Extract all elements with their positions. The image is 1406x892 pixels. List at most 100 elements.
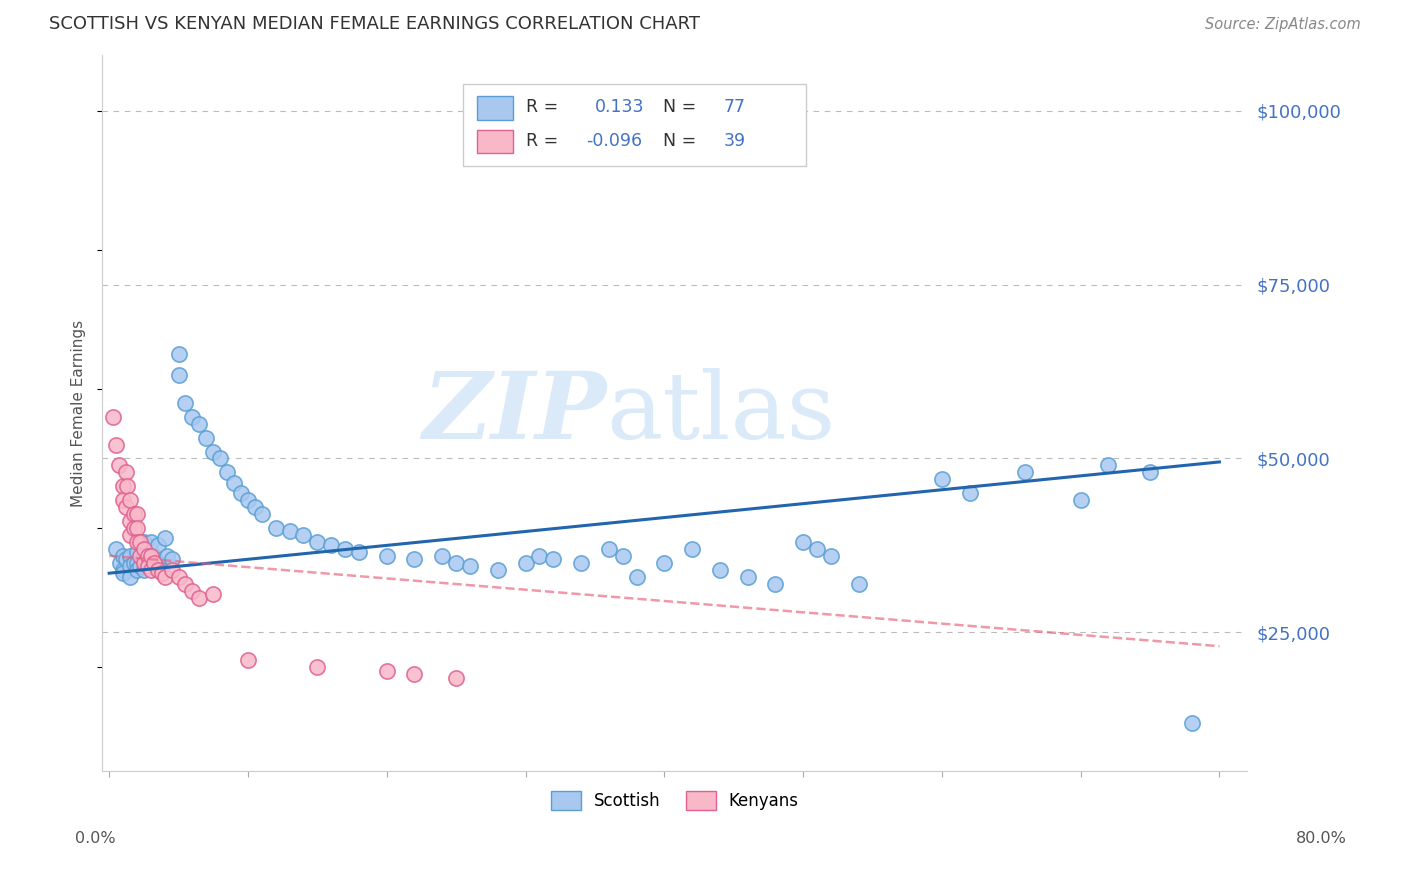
- Legend: Scottish, Kenyans: Scottish, Kenyans: [544, 784, 806, 817]
- Point: [108, 458, 131, 473]
- Point: [569, 556, 592, 570]
- Point: [112, 566, 135, 581]
- Text: N =: N =: [664, 98, 696, 117]
- Point: [404, 552, 426, 566]
- Point: [125, 545, 148, 559]
- Point: [444, 556, 467, 570]
- Point: [167, 569, 190, 583]
- Point: [321, 538, 343, 552]
- Point: [763, 576, 786, 591]
- Point: [142, 549, 165, 563]
- Text: Source: ZipAtlas.com: Source: ZipAtlas.com: [1205, 18, 1361, 32]
- Point: [125, 535, 148, 549]
- Point: [103, 409, 125, 424]
- Point: [229, 486, 252, 500]
- Point: [115, 479, 138, 493]
- Point: [307, 535, 329, 549]
- Point: [709, 563, 731, 577]
- Point: [188, 417, 211, 431]
- Point: [1097, 458, 1119, 473]
- Point: [444, 671, 467, 685]
- Point: [202, 587, 225, 601]
- Point: [118, 569, 141, 583]
- Point: [112, 549, 135, 563]
- Point: [209, 451, 232, 466]
- Point: [820, 549, 842, 563]
- Point: [118, 549, 141, 563]
- Point: [153, 532, 176, 546]
- Point: [202, 444, 225, 458]
- Point: [132, 541, 155, 556]
- Point: [333, 541, 356, 556]
- Point: [181, 409, 204, 424]
- Point: [139, 563, 162, 577]
- Point: [167, 347, 190, 361]
- Point: [132, 556, 155, 570]
- Point: [1181, 715, 1204, 730]
- Point: [118, 514, 141, 528]
- Point: [160, 552, 183, 566]
- Point: [136, 549, 159, 563]
- Point: [598, 541, 620, 556]
- Point: [529, 549, 551, 563]
- Point: [156, 549, 179, 563]
- Point: [432, 549, 454, 563]
- Point: [160, 563, 183, 577]
- Point: [105, 541, 128, 556]
- Point: [174, 396, 197, 410]
- Text: 39: 39: [724, 132, 747, 150]
- Point: [118, 528, 141, 542]
- Point: [153, 569, 176, 583]
- Point: [146, 538, 169, 552]
- Point: [278, 524, 301, 539]
- Point: [150, 559, 173, 574]
- Point: [110, 556, 132, 570]
- Text: 80.0%: 80.0%: [1296, 831, 1347, 846]
- Point: [167, 368, 190, 382]
- Text: 77: 77: [724, 98, 747, 117]
- Text: atlas: atlas: [606, 368, 835, 458]
- Point: [543, 552, 565, 566]
- Bar: [477, 129, 513, 153]
- Point: [128, 549, 150, 563]
- Bar: [477, 96, 513, 120]
- Point: [652, 556, 675, 570]
- Point: [132, 563, 155, 577]
- Point: [848, 576, 870, 591]
- Point: [112, 479, 135, 493]
- Point: [458, 559, 481, 574]
- Text: 0.133: 0.133: [595, 98, 644, 117]
- Point: [626, 569, 648, 583]
- Point: [347, 545, 370, 559]
- Point: [139, 535, 162, 549]
- Point: [136, 556, 159, 570]
- Point: [1014, 466, 1036, 480]
- Point: [681, 541, 703, 556]
- Point: [195, 431, 218, 445]
- Point: [114, 466, 136, 480]
- Point: [1139, 466, 1161, 480]
- Point: [114, 500, 136, 515]
- Point: [139, 552, 162, 566]
- Text: R =: R =: [526, 132, 558, 150]
- Text: N =: N =: [664, 132, 696, 150]
- Text: ZIP: ZIP: [422, 368, 606, 458]
- Point: [792, 535, 814, 549]
- Point: [264, 521, 287, 535]
- Point: [188, 591, 211, 605]
- Point: [128, 559, 150, 574]
- Point: [250, 507, 273, 521]
- Point: [292, 528, 315, 542]
- Point: [515, 556, 537, 570]
- Text: SCOTTISH VS KENYAN MEDIAN FEMALE EARNINGS CORRELATION CHART: SCOTTISH VS KENYAN MEDIAN FEMALE EARNING…: [49, 15, 700, 33]
- Point: [1070, 493, 1092, 508]
- Point: [806, 541, 828, 556]
- Point: [132, 549, 155, 563]
- Point: [236, 653, 259, 667]
- Point: [307, 660, 329, 674]
- Point: [125, 507, 148, 521]
- Point: [122, 556, 145, 570]
- Point: [128, 535, 150, 549]
- Point: [174, 576, 197, 591]
- Point: [959, 486, 981, 500]
